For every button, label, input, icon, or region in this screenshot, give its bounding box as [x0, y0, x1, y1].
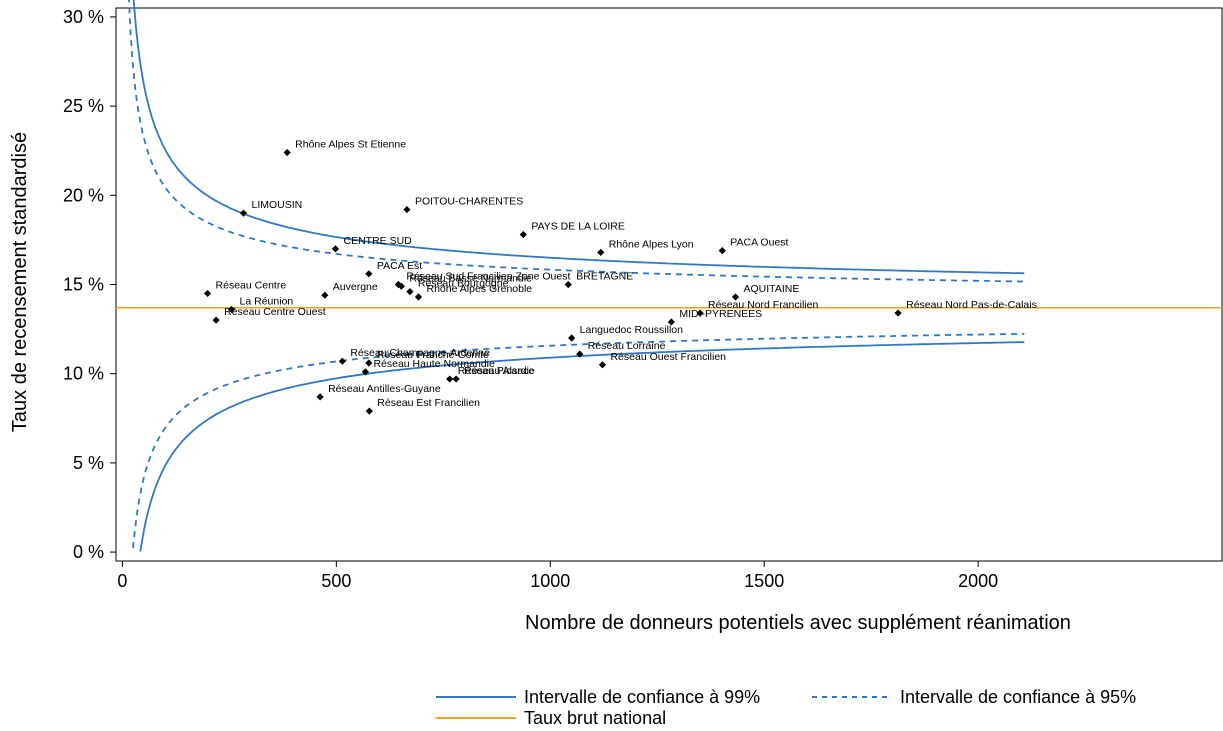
y-tick-label: 25 %: [63, 96, 104, 116]
data-point: [361, 368, 370, 376]
data-point: [203, 289, 212, 298]
data-point: [321, 291, 329, 299]
data-point: [576, 350, 584, 358]
data-point-label: MIDI-PYRENEES: [679, 308, 762, 320]
data-point-label: Réseau Bourgogne: [418, 278, 509, 290]
data-point: [667, 318, 675, 326]
data-point-label: Réseau Antilles-Guyane: [328, 383, 441, 395]
data-point: [731, 293, 740, 301]
y-tick-label: 15 %: [63, 275, 104, 295]
x-tick-label: 500: [321, 571, 351, 591]
data-point: [227, 305, 236, 314]
data-point-label: Réseau Nord Pas-de-Calais: [906, 299, 1037, 311]
data-point-label: Rhône Alpes Lyon: [609, 238, 694, 250]
data-point: [365, 359, 373, 367]
data-points: Rhône Alpes St Etienne LIMOUSIN POITOU-CHA…: [203, 138, 1037, 415]
data-point: [519, 230, 527, 239]
x-tick-label: 1500: [744, 571, 784, 591]
data-point-label: Rhône Alpes St Etienne: [295, 138, 406, 150]
axis-ticks: 0 % 5 % 10 % 15 % 20 % 25 % 30 % 0 500 1000 1500 20…: [63, 7, 998, 591]
data-point-label: LIMOUSIN: [252, 199, 303, 211]
x-tick-label: 1000: [530, 571, 570, 591]
x-tick-label: 0: [117, 571, 127, 591]
data-point: [446, 375, 454, 383]
x-axis-title: Nombre de donneurs potentiels avec suppl…: [525, 612, 1071, 634]
data-point: [212, 316, 220, 324]
data-point: [239, 209, 248, 217]
data-point: [406, 288, 414, 296]
upper-ci95-limit: [128, 0, 1025, 283]
data-point-label: Réseau Haute Normandie: [373, 358, 495, 370]
data-point-label: Réseau Franche-Comté: [377, 349, 489, 361]
data-point-label: Réseau Picardie: [458, 365, 535, 377]
data-point: [331, 245, 340, 253]
data-point: [568, 334, 576, 342]
data-point-label: Réseau Basse Normandie: [409, 272, 532, 284]
y-tick-label: 30 %: [63, 7, 104, 27]
upper-ci99-limit: [132, 0, 1025, 275]
x-tick-label: 2000: [958, 571, 998, 591]
data-point-label: Réseau Nord Francilien: [708, 299, 818, 311]
lower-ci95-limit: [132, 332, 1025, 549]
data-point: [414, 293, 423, 301]
data-point-label: Rhône Alpes Grenoble: [426, 283, 532, 295]
y-tick-label: 0 %: [73, 542, 104, 562]
data-point-label: Réseau Centre Ouest: [224, 306, 326, 318]
legend-label-ci95: Intervalle de confiance à 95%: [900, 687, 1136, 707]
y-tick-label: 5 %: [73, 453, 104, 473]
y-tick-label: 10 %: [63, 364, 104, 384]
data-point-label: Réseau Ouest Francilien: [610, 351, 726, 363]
data-point: [894, 309, 902, 317]
data-point-label: CENTRE SUD: [343, 235, 412, 247]
data-point-label: Réseau Lorraine: [588, 340, 666, 352]
data-point: [597, 248, 605, 256]
data-point: [283, 148, 291, 157]
data-point-label: La Réunion: [240, 295, 294, 307]
data-point-label: Réseau Est Francilien: [377, 397, 480, 409]
data-point: [403, 205, 411, 214]
data-point-label: POITOU-CHARENTES: [415, 196, 523, 208]
data-point: [338, 357, 346, 365]
data-point-label: Réseau Sud Francilien Zone Ouest: [406, 271, 570, 283]
y-tick-label: 20 %: [63, 185, 104, 205]
data-point: [365, 270, 373, 278]
data-point-label: BRETAGNE: [576, 271, 633, 283]
y-axis-title: Taux de recensement standardisé: [9, 132, 31, 432]
data-point-label: Auvergne: [333, 281, 378, 293]
data-point: [598, 361, 607, 369]
data-point: [564, 280, 572, 289]
data-point: [316, 393, 324, 401]
lower-ci99-limit: [139, 341, 1025, 552]
legend-label-national: Taux brut national: [524, 708, 666, 728]
data-point: [397, 282, 405, 290]
data-point-label: Languedoc Roussillon: [580, 324, 683, 336]
data-point: [452, 375, 460, 383]
legend-label-ci99: Intervalle de confiance à 99%: [524, 687, 760, 707]
data-point: [718, 247, 726, 255]
confidence-limits: [128, 0, 1025, 552]
data-point-label: PACA Est: [377, 260, 422, 272]
data-point: [365, 407, 373, 415]
data-point-label: AQUITAINE: [744, 283, 800, 295]
data-point-label: Réseau Champagne-Ardenne: [350, 347, 490, 359]
data-point-label: PACA Ouest: [730, 237, 788, 249]
data-point-label: PAYS DE LA LOIRE: [531, 221, 625, 233]
data-point: [696, 309, 704, 317]
legend: Intervalle de confiance à 99% Intervalle…: [436, 687, 1136, 728]
data-point-label: Réseau Centre: [216, 279, 287, 291]
data-point-label: Réseau Alsace: [464, 365, 534, 377]
